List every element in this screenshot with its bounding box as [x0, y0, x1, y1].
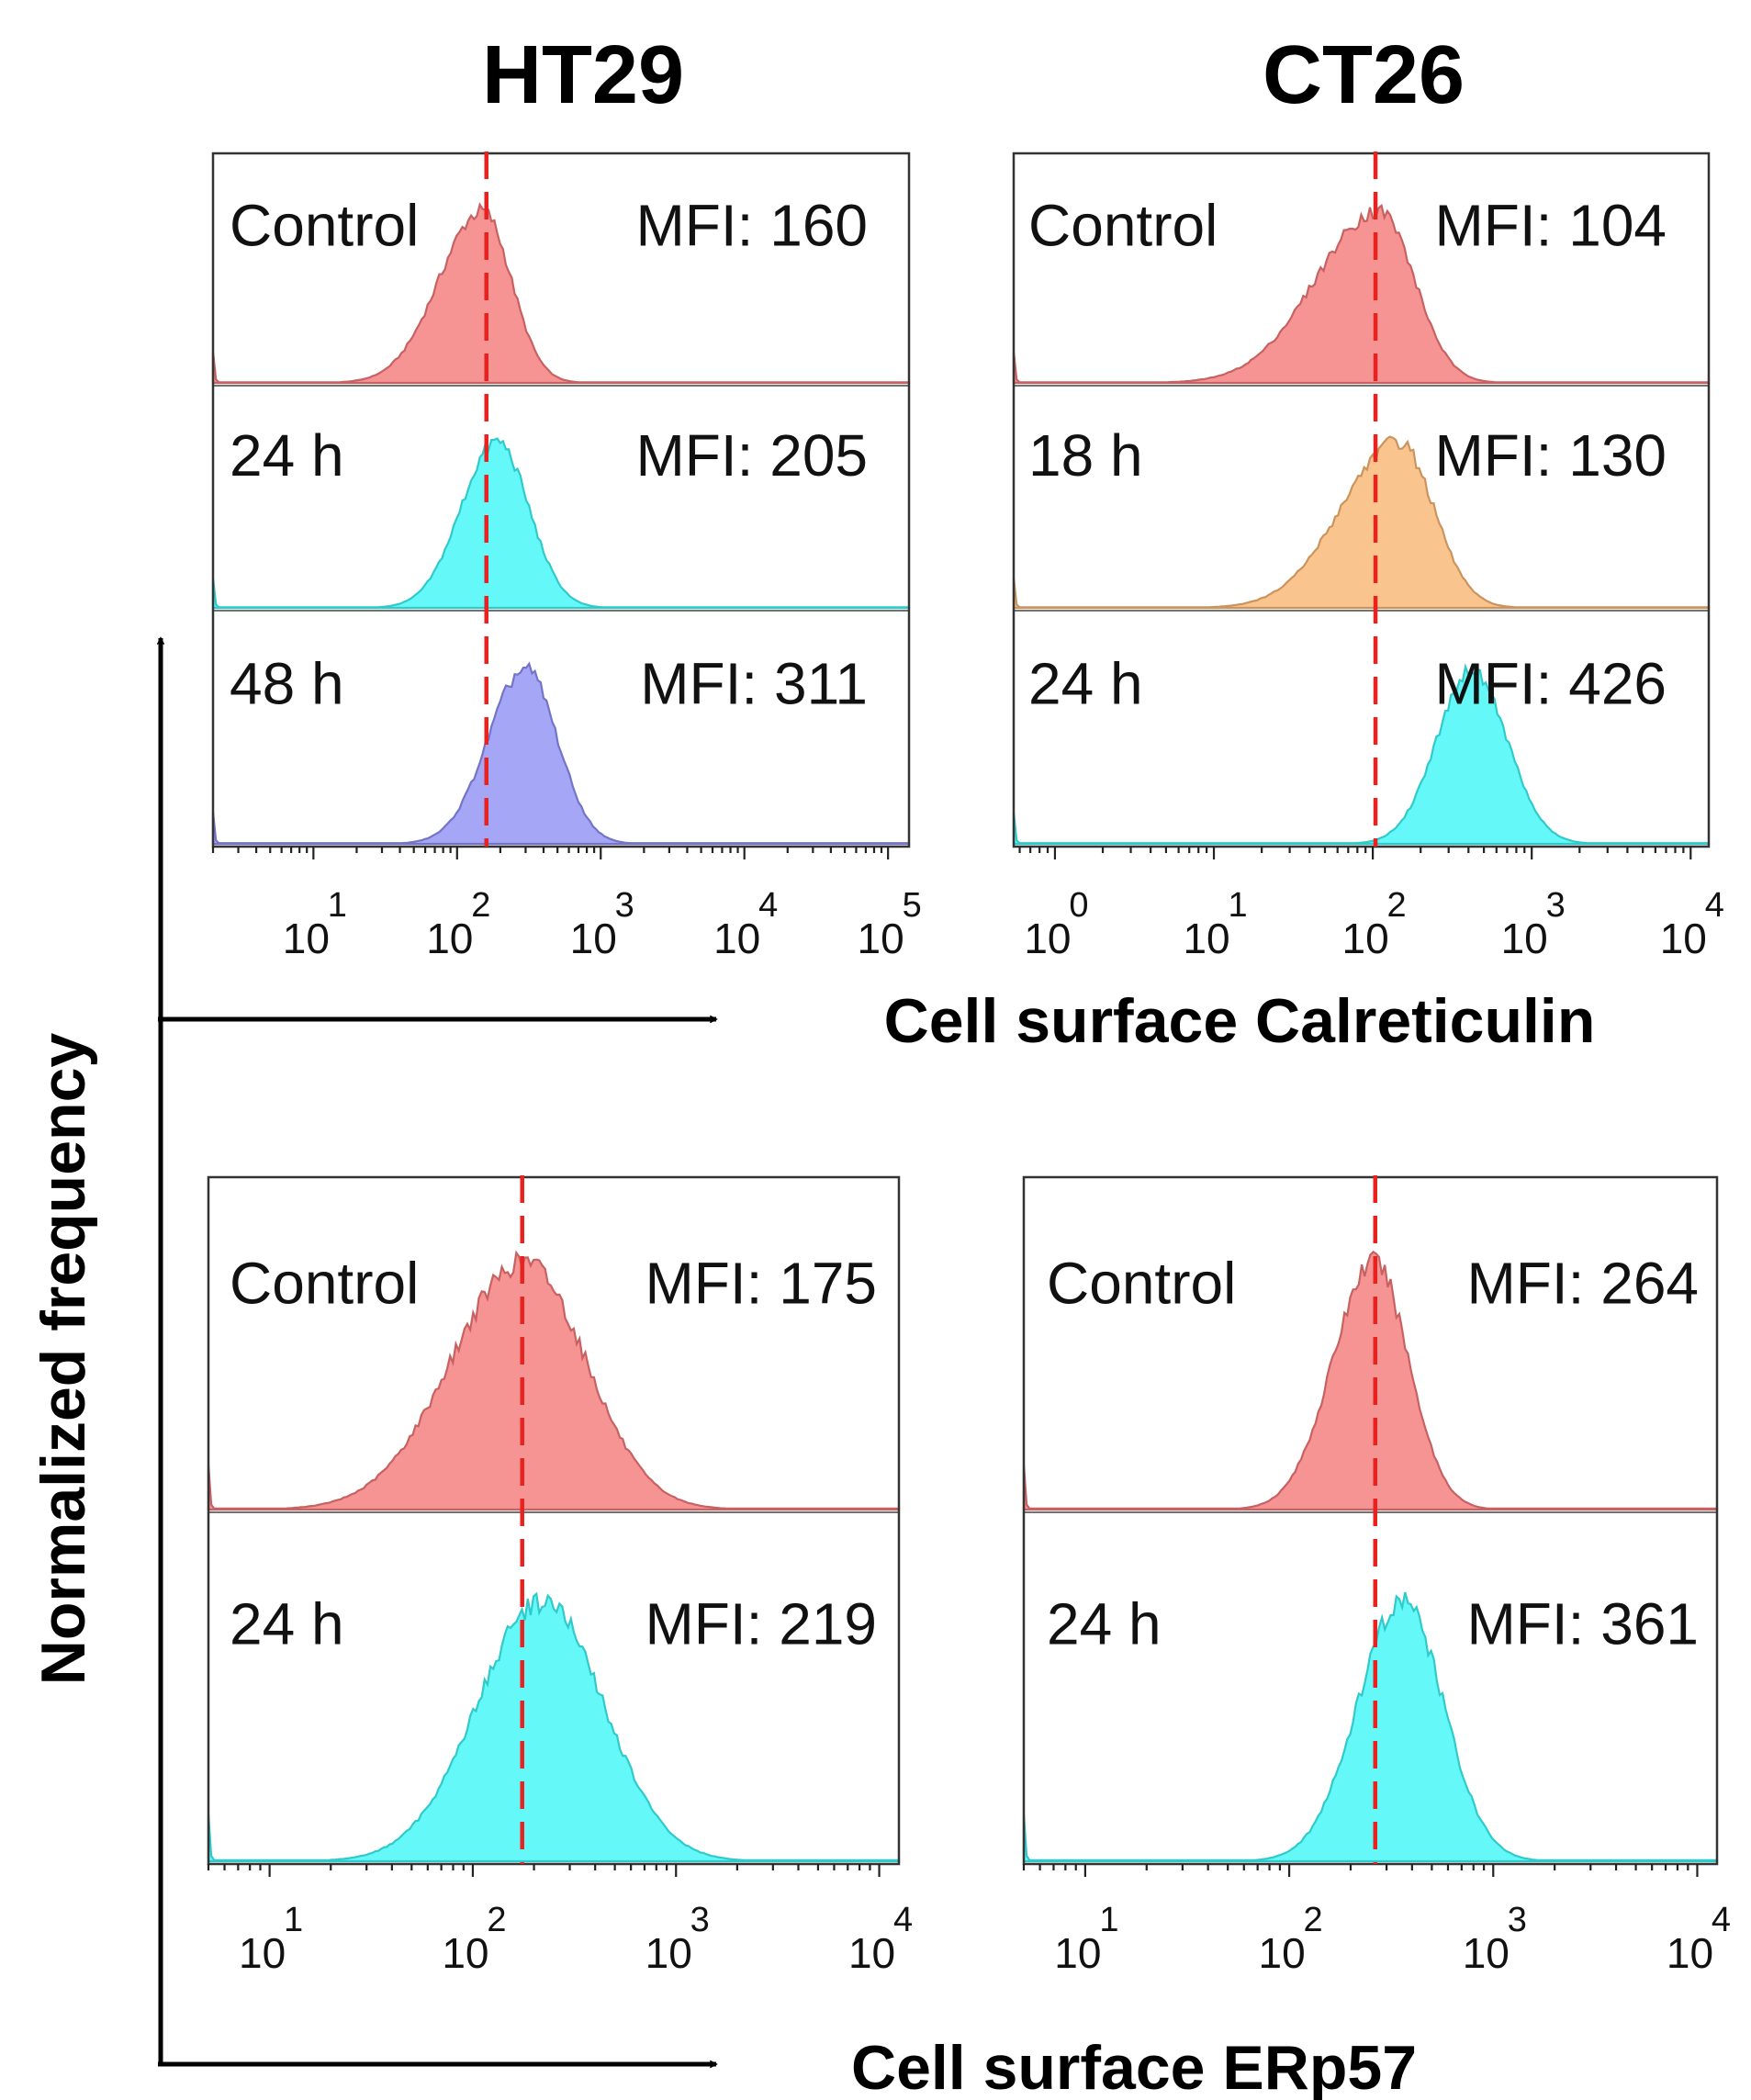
histogram-control: [1012, 203, 1711, 385]
histogram-control: [1022, 1251, 1719, 1511]
panel-frame: [1012, 152, 1711, 848]
sample-label: Control: [230, 1250, 419, 1316]
mfi-label: MFI: 205: [635, 422, 868, 489]
tick-label: 10: [1054, 1929, 1101, 1977]
tick-exponent: 1: [1099, 1901, 1118, 1939]
tick-label: 10: [1501, 915, 1548, 962]
tick-exponent: 2: [1304, 1901, 1323, 1939]
tick-exponent: 2: [471, 886, 490, 925]
tick-exponent: 4: [758, 886, 778, 925]
tick-label: 10: [848, 1929, 895, 1977]
tick-exponent: 3: [615, 886, 634, 925]
panel-frame: [211, 152, 911, 848]
tick-label: 10: [1463, 1929, 1510, 1977]
tick-label: 10: [239, 1929, 286, 1977]
sample-label: 24 h: [1047, 1590, 1162, 1656]
mfi-label: MFI: 426: [1434, 651, 1667, 717]
tick-label: 10: [645, 1929, 692, 1977]
histogram-24-h: [211, 437, 911, 610]
tick-exponent: 4: [893, 1901, 913, 1939]
sample-label: Control: [1028, 192, 1218, 258]
tick-label: 10: [442, 1929, 488, 1977]
tick-exponent: 0: [1069, 886, 1088, 925]
column-title-ct26: CT26: [1263, 29, 1465, 121]
histogram-48-h: [211, 661, 911, 846]
x-axis-title-erp57: Cell surface ERp57: [851, 2033, 1417, 2100]
column-title-ht29: HT29: [482, 29, 684, 121]
panel-frame: [1022, 1175, 1719, 1866]
tick-label: 10: [570, 915, 617, 962]
sample-label: 24 h: [230, 1590, 344, 1656]
histogram-24-h: [1022, 1591, 1719, 1863]
tick-exponent: 1: [328, 886, 347, 925]
sample-label: 24 h: [1028, 651, 1143, 717]
y-axis-title: Normalized frequency: [28, 1033, 98, 1686]
tick-exponent: 4: [1705, 886, 1724, 925]
tick-exponent: 5: [903, 886, 922, 925]
mfi-label: MFI: 175: [645, 1250, 877, 1316]
tick-exponent: 2: [1387, 886, 1407, 925]
tick-label: 10: [713, 915, 760, 962]
histogram-18-h: [1012, 435, 1711, 610]
tick-exponent: 3: [1508, 1901, 1527, 1939]
histogram-24-h: [207, 1591, 901, 1863]
histogram-24-h: [1012, 663, 1711, 846]
tick-label: 10: [1183, 915, 1229, 962]
tick-label: 10: [858, 915, 904, 962]
tick-exponent: 1: [1228, 886, 1247, 925]
tick-exponent: 4: [1712, 1901, 1731, 1939]
tick-exponent: 1: [284, 1901, 303, 1939]
sample-label: Control: [1047, 1250, 1236, 1316]
mfi-label: MFI: 160: [635, 192, 868, 258]
sample-label: 18 h: [1028, 422, 1143, 489]
tick-exponent: 2: [487, 1901, 506, 1939]
tick-exponent: 3: [690, 1901, 710, 1939]
mfi-label: MFI: 104: [1434, 192, 1667, 258]
mfi-label: MFI: 311: [640, 651, 868, 717]
histogram-panel-2: Control MFI: 104 18 h MFI: 130 24 h MFI: 426 1…: [1012, 152, 1724, 962]
mfi-label: MFI: 130: [1434, 422, 1667, 489]
sample-label: 48 h: [230, 651, 344, 717]
tick-label: 10: [1024, 915, 1071, 962]
mfi-label: MFI: 219: [645, 1590, 877, 1656]
tick-label: 10: [283, 915, 330, 962]
tick-label: 10: [1258, 1929, 1305, 1977]
histogram-control: [207, 1250, 901, 1511]
tick-label: 10: [1342, 915, 1389, 962]
mfi-label: MFI: 264: [1466, 1250, 1699, 1316]
sample-label: Control: [230, 192, 419, 258]
x-axis-title-calreticulin: Cell surface Calreticulin: [884, 986, 1596, 1056]
mfi-label: MFI: 361: [1466, 1590, 1699, 1656]
histogram-panel-1: Control MFI: 160 24 h MFI: 205 48 h MFI: 311 1…: [211, 152, 922, 962]
histogram-control: [211, 202, 911, 385]
tick-label: 10: [1660, 915, 1707, 962]
sample-label: 24 h: [230, 422, 344, 489]
tick-label: 10: [1667, 1929, 1713, 1977]
tick-label: 10: [426, 915, 473, 962]
tick-exponent: 3: [1546, 886, 1566, 925]
panel-frame: [207, 1175, 901, 1866]
